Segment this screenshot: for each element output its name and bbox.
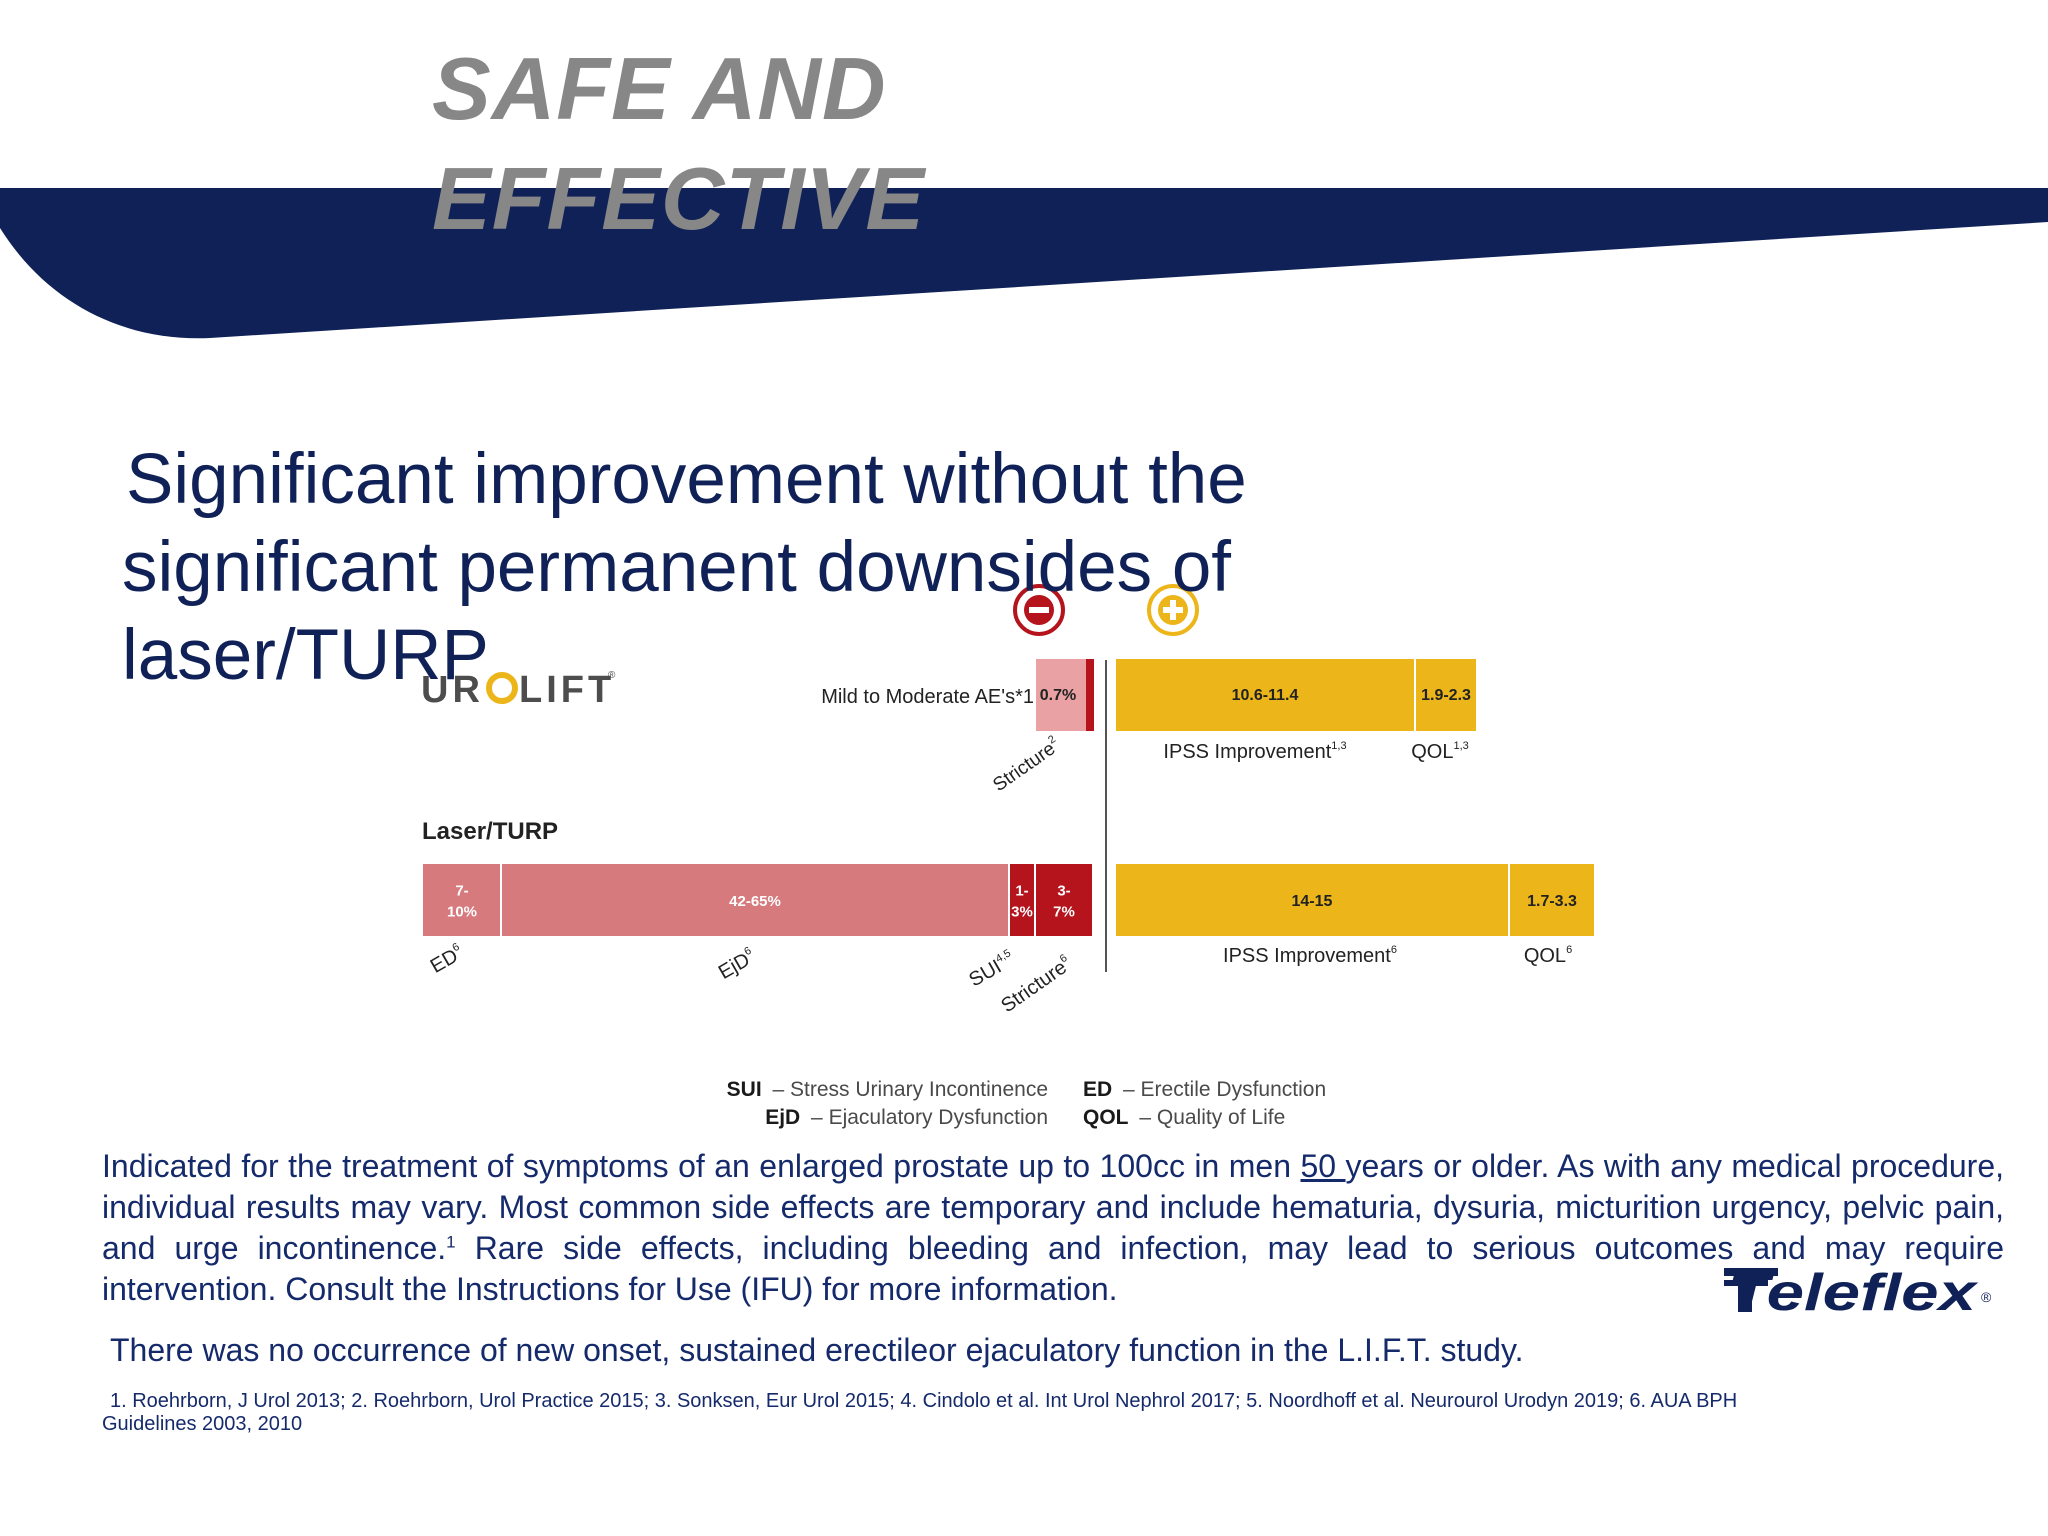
legend-sui: SUI – Stress Urinary Incontinence [727, 1078, 1048, 1101]
headline-line1: Significant improvement without the [126, 440, 1247, 519]
indication-paragraph: Indicated for the treatment of symptoms … [102, 1146, 2004, 1310]
value-label-laser-ipss: 14-15 [1292, 893, 1333, 910]
value-label-urolift-qol: 1.9-2.3 [1421, 687, 1471, 704]
row-label-laser-turp: Laser/TURP [422, 818, 558, 845]
chart-marks: 0.7% Stricture2 10.6-11.4 1.9-2.3 IPSS Impro… [423, 659, 1594, 1017]
bar-laser-ed [423, 864, 500, 936]
category-label-urolift-stricture: Stricture2 [988, 733, 1064, 796]
indication-text-b: years or older. As with any medical proc… [102, 1148, 2005, 1266]
urolift-logo: UR LIFT ® [421, 669, 616, 711]
bar-laser-stricture [1036, 864, 1092, 936]
adverse-label-urolift: Mild to Moderate AE's*1 [821, 686, 1034, 708]
legend-qol-abbr: QOL [1083, 1106, 1129, 1129]
value-label-laser-qol: 1.7-3.3 [1527, 893, 1577, 910]
legend-ejd-text: Ejaculatory Dysfunction [829, 1106, 1048, 1129]
chart-legend: SUI – Stress Urinary Incontinence EjD – … [727, 1078, 1326, 1129]
value-label-laser-ejd: 42-65% [729, 893, 781, 910]
header-title: SAFE AND EFFECTIVE [432, 34, 925, 254]
value-label-urolift-ae: 0.7% [1040, 687, 1076, 704]
legend-ed: ED – Erectile Dysfunction [1083, 1078, 1326, 1101]
bar-urolift-adverse-events [1086, 659, 1094, 731]
value-label-laser-sui: 1-3% [1011, 883, 1033, 921]
bar-laser-sui [1010, 864, 1034, 936]
value-label-laser-ed: 7-10% [447, 883, 477, 921]
bar-urolift-ipss [1116, 659, 1414, 731]
bar-urolift-qol [1416, 659, 1476, 731]
references-line2: Guidelines 2003, 2010 [102, 1413, 303, 1435]
header-title-line1: SAFE AND [432, 39, 887, 138]
legend-qol-text: Quality of Life [1157, 1106, 1285, 1129]
urolift-label-rest: LIFT [519, 669, 615, 711]
legend-ejd: EjD – Ejaculatory Dysfunction [765, 1106, 1048, 1129]
legend-qol: QOL – Quality of Life [1083, 1106, 1285, 1129]
category-label-laser-stricture: Stricture6 [997, 952, 1076, 1017]
study-note: There was no occurrence of new onset, su… [110, 1332, 1524, 1368]
teleflex-logo: Teleflex ® [1724, 1264, 1992, 1314]
legend-ed-abbr: ED [1083, 1078, 1112, 1101]
indication-text-a: Indicated for the treatment of symptoms … [102, 1148, 1301, 1184]
references-line1: 1. Roehrborn, J Urol 2013; 2. Roehrborn,… [110, 1390, 1738, 1412]
category-label-laser-ejd: EjD6 [714, 945, 759, 984]
value-label-laser-stricture: 3-7% [1053, 883, 1075, 921]
header-title-line2: EFFECTIVE [432, 149, 926, 248]
value-label-urolift-ipss: 10.6-11.4 [1232, 687, 1299, 704]
references: 1. Roehrborn, J Urol 2013; 2. Roehrborn,… [102, 1390, 2002, 1436]
bar-urolift-stricture [1036, 659, 1086, 731]
headline-line2: significant permanent downsides of [122, 528, 1232, 607]
legend-ed-text: Erectile Dysfunction [1141, 1078, 1327, 1101]
urolift-logo-o [486, 672, 518, 704]
legend-sui-text: Stress Urinary Incontinence [790, 1078, 1048, 1101]
teleflex-registered-mark: ® [1981, 1289, 1992, 1305]
legend-ejd-abbr: EjD [765, 1106, 800, 1129]
headline-line3: laser/TURP [122, 616, 489, 695]
header-banner [0, 188, 2048, 339]
indication-text-c: Rare side effects, including bleeding an… [102, 1230, 2005, 1307]
indication-age: 50 [1300, 1148, 1346, 1184]
category-label-laser-qol: QOL6 [1524, 944, 1572, 967]
indication-footnote-ref: 1 [446, 1232, 456, 1252]
bar-laser-qol [1510, 864, 1594, 936]
category-label-urolift-ipss: IPSS Improvement1,3 [1163, 740, 1346, 763]
category-label-laser-ed: ED6 [426, 941, 467, 978]
bar-laser-ejd [502, 864, 1008, 936]
category-label-urolift-qol: QOL1,3 [1411, 740, 1469, 763]
category-label-laser-sui: SUI4,5 [965, 947, 1019, 991]
legend-sui-abbr: SUI [727, 1078, 762, 1101]
urolift-label-u: UR [421, 669, 484, 711]
headline: Significant improvement without the sign… [122, 436, 1422, 700]
teleflex-wordmark: Teleflex [1728, 1264, 1979, 1314]
bar-laser-ipss [1116, 864, 1508, 936]
plus-circle-icon [1147, 584, 1199, 636]
urolift-registered-mark: ® [608, 670, 616, 681]
category-label-laser-ipss: IPSS Improvement6 [1223, 944, 1397, 967]
minus-circle-icon [1013, 584, 1065, 636]
